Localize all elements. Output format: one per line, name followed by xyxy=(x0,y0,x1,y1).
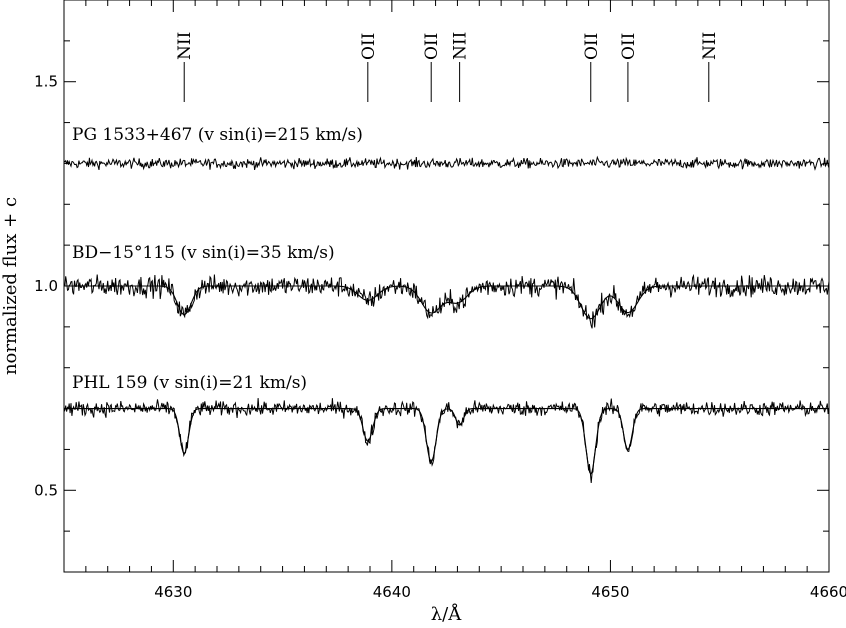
model-spectrum xyxy=(64,285,829,320)
series-label: BD−15°115 (v sin(i)=35 km/s) xyxy=(72,243,335,263)
y-tick-label: 1.5 xyxy=(34,73,58,91)
spectra-series xyxy=(63,155,830,484)
observed-spectrum xyxy=(63,398,830,484)
line-id-label: OII xyxy=(422,33,442,60)
series-label: PHL 159 (v sin(i)=21 km/s) xyxy=(72,373,307,393)
axis-tick-labels: 4630 4640 4650 4660 0.5 1.0 1.5 xyxy=(34,73,846,601)
line-id-label: OII xyxy=(582,33,602,60)
line-id-label: OII xyxy=(619,33,639,60)
y-tick-label: 0.5 xyxy=(34,481,58,499)
axis-ticks xyxy=(63,0,830,573)
observed-spectrum xyxy=(63,273,830,329)
y-axis-title: normalized flux + c xyxy=(0,197,21,375)
x-tick-label: 4630 xyxy=(154,583,192,601)
line-identifications: NII OII OII NII OII OII NII xyxy=(175,32,720,102)
model-spectrum xyxy=(64,408,829,475)
x-tick-label: 4650 xyxy=(591,583,629,601)
observed-spectrum xyxy=(63,155,830,171)
x-axis-title: λ/Å xyxy=(431,603,462,625)
line-id-label: NII xyxy=(451,32,471,60)
line-id-label: NII xyxy=(175,32,195,60)
line-id-label: OII xyxy=(359,33,379,60)
y-tick-label: 1.0 xyxy=(34,277,58,295)
x-tick-label: 4640 xyxy=(373,583,411,601)
series-label: PG 1533+467 (v sin(i)=215 km/s) xyxy=(72,125,363,145)
x-tick-label: 4660 xyxy=(810,583,846,601)
series-labels: PG 1533+467 (v sin(i)=215 km/s) BD−15°115… xyxy=(72,125,363,393)
line-id-label: NII xyxy=(700,32,720,60)
